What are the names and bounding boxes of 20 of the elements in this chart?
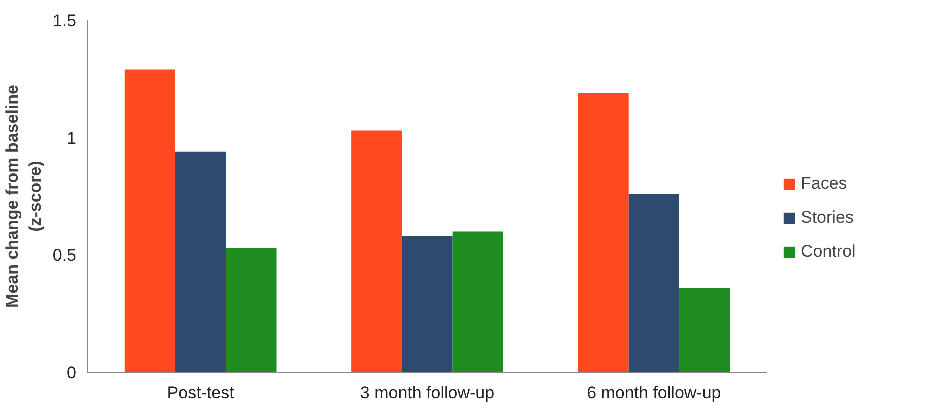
x-tick-label: 6 month follow-up: [587, 384, 722, 402]
legend-label: Faces: [801, 174, 848, 194]
y-tick-label: 1: [67, 128, 77, 148]
legend-label: Control: [801, 242, 856, 262]
bar: [176, 152, 226, 372]
x-tick-label: Post-test: [167, 384, 235, 402]
bar: [352, 130, 402, 372]
bar: [452, 232, 504, 372]
y-tick-label: 1.5: [52, 12, 77, 30]
bar: [628, 194, 680, 372]
bar: [402, 236, 453, 372]
y-tick-label: 0: [67, 364, 77, 382]
bar: [679, 288, 730, 372]
x-tick-label: 3 month follow-up: [360, 384, 495, 402]
bar: [578, 93, 629, 372]
y-axis-title: Mean change from baseline (z-score): [3, 85, 45, 308]
bar: [226, 248, 277, 372]
bar: [124, 70, 176, 372]
y-tick-label: 0.5: [52, 246, 77, 266]
legend-label: Stories: [801, 208, 854, 228]
